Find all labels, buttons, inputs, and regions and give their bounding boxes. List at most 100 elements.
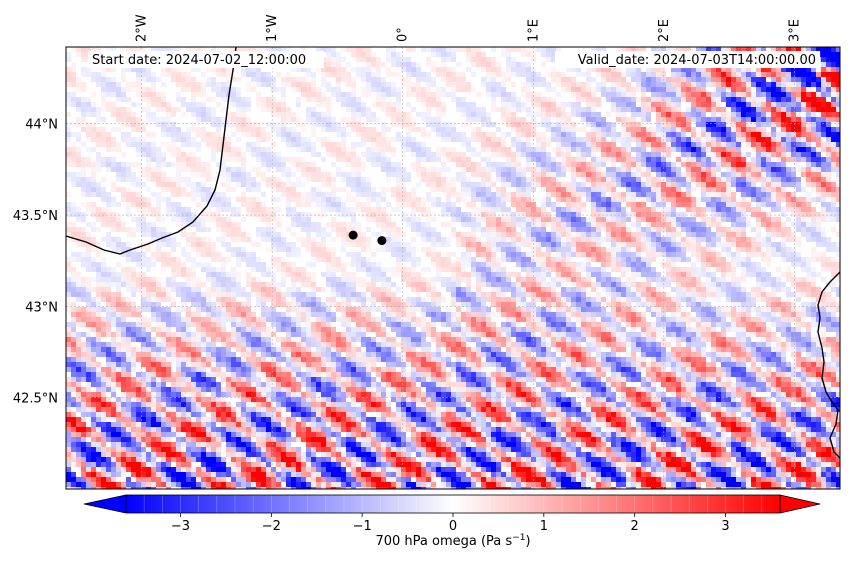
omega-cell [666,127,671,132]
omega-cell [666,177,671,182]
omega-cell [546,137,551,142]
omega-cell [381,92,386,97]
omega-cell [351,102,356,107]
omega-cell [126,192,131,197]
omega-cell [251,72,256,77]
omega-cell [151,232,156,237]
omega-cell [551,232,556,237]
omega-cell [121,167,126,172]
omega-cell [511,217,516,222]
omega-cell [466,232,471,237]
omega-cell [76,252,81,257]
omega-cell [166,122,171,127]
omega-cell [326,182,331,187]
omega-cell [66,147,71,152]
omega-cell [251,87,256,92]
omega-cell [251,152,256,157]
omega-cell [706,47,711,52]
omega-cell [636,147,641,152]
omega-cell [416,167,421,172]
omega-cell [366,47,371,52]
omega-cell [81,47,86,52]
omega-cell [826,67,831,72]
omega-cell [371,187,376,192]
omega-cell [546,57,551,62]
omega-cell [241,152,246,157]
omega-cell [581,222,586,227]
omega-cell [71,237,76,242]
omega-cell [761,152,766,157]
omega-cell [446,212,451,217]
omega-cell [836,122,840,127]
omega-cell [566,117,571,122]
omega-cell [716,87,721,92]
omega-cell [531,127,536,132]
omega-cell [431,92,436,97]
omega-cell [651,77,656,82]
omega-cell [281,127,286,132]
omega-cell [766,117,771,122]
omega-cell [76,47,81,52]
omega-cell [366,182,371,187]
omega-cell [256,67,261,72]
omega-cell [526,207,531,212]
omega-cell [636,242,641,247]
omega-cell [626,117,631,122]
omega-cell [361,242,366,247]
omega-cell [731,222,736,227]
omega-cell [496,247,501,252]
omega-cell [321,77,326,82]
omega-cell [196,182,201,187]
omega-cell [726,177,731,182]
omega-cell [831,202,836,207]
omega-cell [101,187,106,192]
omega-cell [121,177,126,182]
omega-cell [171,162,176,167]
omega-cell [591,202,596,207]
omega-cell [211,112,216,117]
omega-cell [601,67,606,72]
omega-cell [576,102,581,107]
omega-cell [826,237,831,242]
omega-cell [776,172,781,177]
omega-cell [621,192,626,197]
omega-cell [736,167,741,172]
omega-cell [416,82,421,87]
omega-cell [501,117,506,122]
omega-cell [221,82,226,87]
omega-cell [471,62,476,67]
omega-cell [746,202,751,207]
omega-cell [631,92,636,97]
omega-cell [351,52,356,57]
omega-cell [301,202,306,207]
omega-cell [116,167,121,172]
omega-cell [481,57,486,62]
omega-cell [581,162,586,167]
omega-cell [831,67,836,72]
omega-cell [276,152,281,157]
omega-cell [96,137,101,142]
omega-cell [156,227,161,232]
omega-cell [831,137,836,142]
omega-cell [476,152,481,157]
omega-cell [191,242,196,247]
omega-cell [361,192,366,197]
omega-cell [411,122,416,127]
omega-cell [656,47,661,52]
omega-cell [756,72,761,77]
omega-cell [271,232,276,237]
omega-cell [561,162,566,167]
omega-cell [426,177,431,182]
omega-cell [701,207,706,212]
omega-cell [296,202,301,207]
omega-cell [461,87,466,92]
omega-cell [801,202,806,207]
omega-cell [626,172,631,177]
omega-cell [521,102,526,107]
omega-cell [306,92,311,97]
omega-cell [306,67,311,72]
omega-cell [191,182,196,187]
omega-cell [206,187,211,192]
omega-cell [481,247,486,252]
omega-cell [671,47,676,52]
